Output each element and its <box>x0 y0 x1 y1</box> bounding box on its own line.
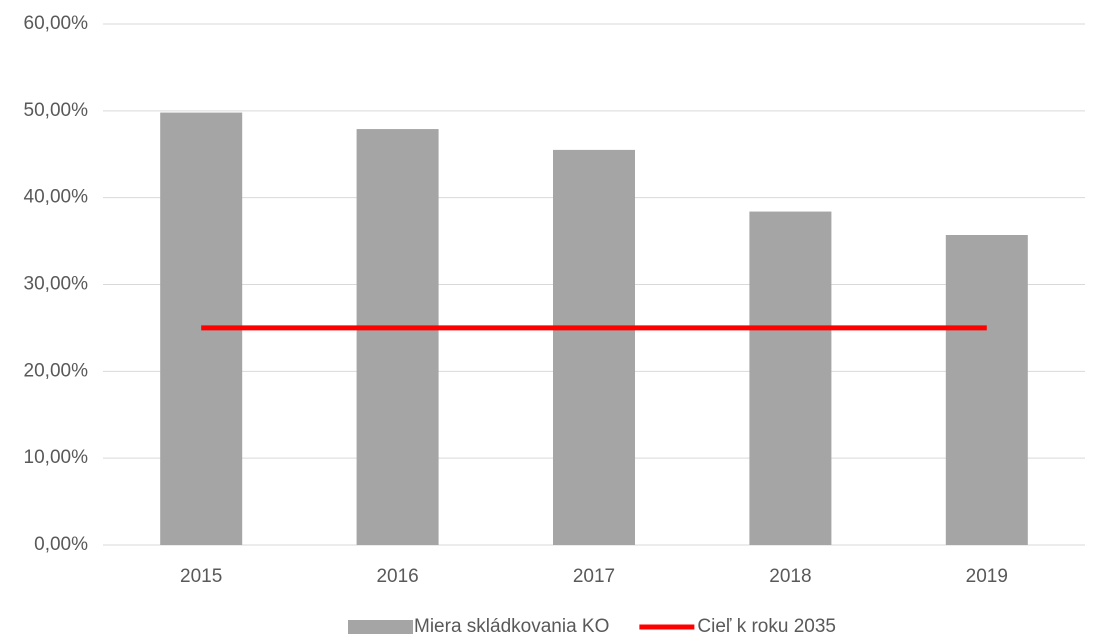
legend-swatch <box>348 620 413 634</box>
y-tick-label: 40,00% <box>24 187 89 208</box>
bar <box>553 149 635 546</box>
y-tick-label: 30,00% <box>24 274 89 295</box>
y-tick-label: 20,00% <box>24 360 89 381</box>
y-tick-label: 10,00% <box>24 447 89 468</box>
legend-label: Cieľ k roku 2035 <box>697 616 836 637</box>
x-tick-label: 2015 <box>180 566 222 587</box>
x-tick-label: 2018 <box>769 566 811 587</box>
bar <box>749 211 832 545</box>
legend-label: Miera skládkovania KO <box>414 616 609 637</box>
y-tick-label: 0,00% <box>34 534 88 555</box>
x-tick-label: 2016 <box>376 566 418 587</box>
bar <box>945 235 1028 545</box>
y-tick-label: 60,00% <box>24 13 89 34</box>
x-tick-label: 2017 <box>573 566 615 587</box>
x-tick-label: 2019 <box>966 566 1008 587</box>
y-tick-label: 50,00% <box>24 100 89 121</box>
bar <box>356 129 439 545</box>
